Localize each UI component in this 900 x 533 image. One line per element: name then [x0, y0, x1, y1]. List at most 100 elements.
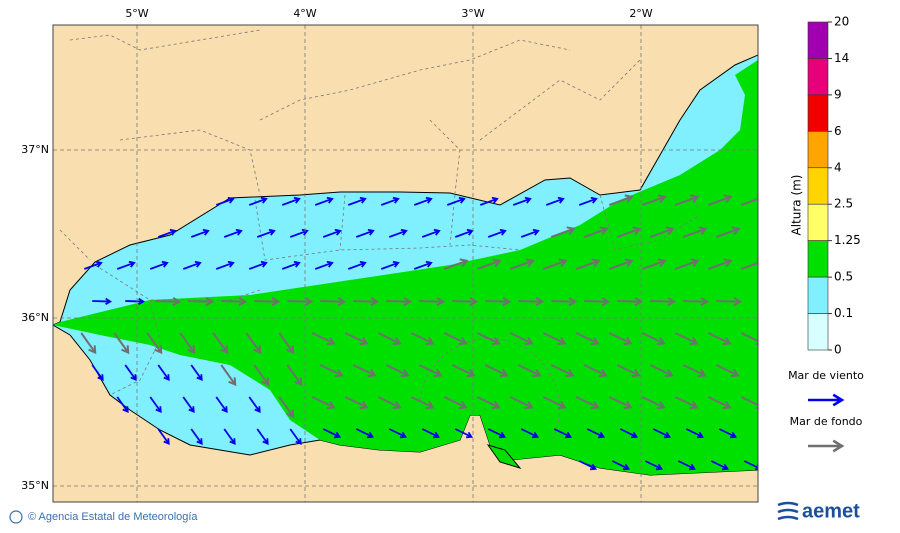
wave-arrow [452, 296, 479, 307]
wave-arrow [215, 396, 228, 414]
wave-arrow [553, 428, 573, 439]
wave-arrow [278, 396, 295, 419]
wave-arrow [710, 460, 730, 471]
colorbar-segment [807, 131, 829, 169]
wave-arrow [289, 428, 302, 446]
wave-arrow [578, 460, 598, 471]
wave-arrow [520, 228, 540, 238]
wave-arrow [320, 296, 347, 307]
colorbar-segment [807, 21, 829, 59]
wave-arrow [124, 364, 137, 382]
wave-arrow [355, 428, 375, 439]
colorbar-segment [807, 276, 829, 314]
map [53, 25, 758, 502]
wave-arrow [715, 226, 741, 238]
wave-arrow [157, 428, 170, 446]
wave-arrow [517, 364, 542, 378]
wave-arrow [388, 228, 408, 238]
wave-arrow [92, 297, 112, 305]
wave-arrow [683, 296, 710, 307]
wave-arrow [113, 332, 130, 355]
wave-arrow [311, 332, 336, 346]
wave-arrow [125, 297, 145, 305]
wave-arrow [674, 194, 700, 206]
wave-arrow [278, 332, 295, 355]
wave-arrow [509, 396, 534, 410]
wave-arrow [190, 428, 203, 446]
wave-arrow [641, 396, 666, 410]
colorbar-label: 0.5 [834, 270, 853, 284]
wave-arrow [182, 396, 195, 414]
lon-label: 5°W [125, 7, 148, 20]
lat-label: 35°N [21, 479, 49, 492]
colorbar-label: 1.25 [834, 233, 861, 247]
wave-arrow [80, 332, 97, 355]
wave-arrow [314, 260, 334, 270]
wave-arrow [377, 332, 402, 346]
wave-arrow [542, 332, 567, 346]
wave-arrow [476, 396, 501, 410]
wave-arrow [286, 364, 303, 387]
wave-arrow [608, 194, 634, 206]
colorbar-label: 0 [834, 343, 842, 357]
wave-arrows [80, 194, 758, 471]
wave-arrow [413, 260, 433, 270]
legend-arrow [808, 393, 845, 407]
colorbar-title: Altura (m) [790, 174, 804, 235]
lon-label: 3°W [461, 7, 484, 20]
lon-label: 4°W [293, 7, 316, 20]
map-frame [52, 24, 759, 503]
wave-arrow [421, 228, 441, 238]
wave-arrow [550, 226, 576, 238]
wave-arrow [740, 332, 758, 346]
wave-arrow [116, 260, 136, 270]
wave-arrow [223, 428, 236, 446]
wave-arrow [256, 428, 269, 446]
wave-arrow [674, 258, 700, 270]
wave-arrow [583, 364, 608, 378]
colorbar-segment [807, 313, 829, 351]
wave-arrow [254, 296, 281, 307]
wave-arrow [740, 396, 758, 410]
logo: aemet [802, 500, 860, 522]
wave-arrow [542, 258, 568, 270]
wave-arrow [355, 228, 375, 238]
wave-arrow [190, 364, 203, 382]
colorbar-label: 20 [834, 15, 849, 29]
wave-arrow [419, 296, 446, 307]
wave-arrow [611, 460, 631, 471]
wave-arrow [677, 460, 697, 471]
wave-arrow [650, 296, 677, 307]
wave-arrow [149, 260, 169, 270]
wave-arrow [188, 296, 215, 307]
colorbar-label: 2.5 [834, 197, 853, 211]
wave-arrow [619, 428, 639, 439]
graticule [53, 25, 758, 502]
wave-arrow [542, 396, 567, 410]
wave-arrow [157, 228, 177, 238]
wave-arrow [644, 460, 664, 471]
high-waves-zone [53, 60, 758, 475]
wave-arrow [386, 296, 413, 307]
wave-arrow [256, 228, 276, 238]
wave-arrow [652, 428, 672, 439]
wave-arrow [215, 196, 235, 206]
wave-arrow [410, 396, 435, 410]
colorbar-label: 9 [834, 87, 842, 101]
wave-arrow [353, 296, 380, 307]
wave-arrow [545, 196, 565, 206]
colorbar-segment [807, 94, 829, 132]
legend-label: Mar de fondo [790, 415, 863, 428]
wave-arrow [707, 396, 732, 410]
wave-arrow [520, 428, 540, 439]
wave-arrow [179, 332, 196, 355]
wave-arrow [221, 296, 248, 307]
wave-arrow [446, 196, 466, 206]
wave-arrow [380, 260, 400, 270]
wave-arrow [83, 260, 103, 270]
wave-arrow [212, 332, 229, 355]
lat-label: 36°N [21, 311, 49, 324]
wave-arrow [518, 296, 545, 307]
lon-label: 2°W [629, 7, 652, 20]
wave-arrow [443, 258, 469, 270]
